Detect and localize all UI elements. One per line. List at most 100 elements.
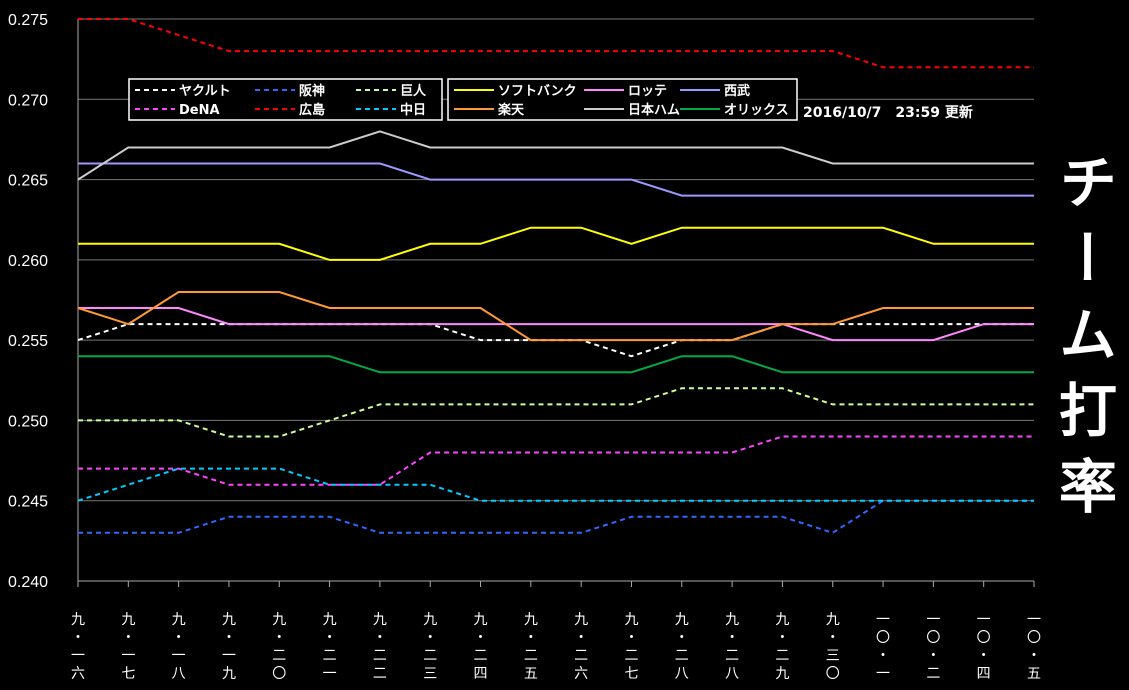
x-tick-char: 二	[775, 648, 789, 664]
x-tick-char: ・	[222, 630, 236, 646]
x-tick-char: ・	[524, 630, 538, 646]
x-tick-char: 一	[876, 612, 890, 628]
x-tick-char: 九	[474, 612, 488, 628]
x-tick-label: 九・二八	[725, 612, 739, 682]
x-tick-char: 五	[1027, 666, 1041, 682]
x-tick-char: 二	[926, 666, 940, 682]
legend-box-pacific	[447, 78, 798, 121]
x-tick-char: 五	[524, 666, 538, 682]
x-tick-char: 九	[725, 612, 739, 628]
x-tick-char: ・	[624, 630, 638, 646]
x-tick-char: 〇	[926, 630, 940, 646]
x-tick-char: ・	[574, 630, 588, 646]
x-tick-char: 一	[977, 612, 991, 628]
x-tick-label: 九・二三	[423, 612, 437, 682]
x-tick-char: 九	[775, 666, 789, 682]
x-tick-char: 〇	[876, 630, 890, 646]
series-line	[78, 387, 1034, 438]
x-tick-label: 一〇・四	[977, 612, 991, 682]
x-tick-char: 一	[926, 612, 940, 628]
x-tick-char: 八	[725, 666, 739, 682]
x-tick-char: ・	[474, 630, 488, 646]
x-tick-char: 三	[423, 666, 437, 682]
x-tick-char: ・	[1027, 648, 1041, 664]
x-tick-char: 九	[373, 612, 387, 628]
x-tick-label: 九・二二	[373, 612, 387, 682]
y-tick-label: 0.255	[8, 333, 48, 350]
x-tick-char: 九	[624, 612, 638, 628]
legend-label: 中日	[400, 102, 426, 118]
x-tick-char: 一	[876, 666, 890, 682]
chart-title: チーム打率	[1049, 152, 1117, 532]
x-tick-label: 九・三〇	[826, 612, 840, 682]
x-tick-char: 八	[675, 666, 689, 682]
legend-label: 巨人	[400, 83, 427, 99]
x-tick-char: 六	[71, 666, 85, 682]
x-tick-char: 二	[524, 648, 538, 664]
x-tick-label: 一〇・二	[926, 612, 940, 682]
series-line	[78, 18, 1034, 69]
x-tick-char: ・	[977, 648, 991, 664]
x-tick-char: 二	[624, 648, 638, 664]
x-tick-char: 四	[474, 666, 488, 682]
x-tick-char: 一	[222, 648, 236, 664]
x-tick-char: 〇	[977, 630, 991, 646]
x-tick-char: 九	[121, 612, 135, 628]
updated-timestamp: 2016/10/7 23:59 更新	[803, 104, 973, 121]
x-tick-char: ・	[423, 630, 437, 646]
y-tick-label: 0.245	[8, 494, 48, 511]
x-tick-char: ・	[926, 648, 940, 664]
x-tick-char: 〇	[1027, 630, 1041, 646]
series-line	[78, 435, 1034, 486]
legend-box-central	[128, 78, 443, 121]
legend-label: オリックス	[724, 103, 789, 118]
series-line	[78, 499, 1034, 534]
x-tick-char: 〇	[826, 666, 840, 682]
x-tick-char: 〇	[272, 666, 286, 682]
x-tick-label: 九・二七	[624, 612, 638, 682]
legend-label: DeNA	[179, 103, 220, 118]
x-tick-label: 九・二四	[474, 612, 488, 682]
y-tick-label: 0.260	[8, 253, 48, 270]
x-tick-char: 三	[826, 648, 840, 664]
x-tick-char: 一	[121, 648, 135, 664]
x-tick-char: 一	[323, 666, 337, 682]
x-tick-char: 九	[675, 612, 689, 628]
series-line	[78, 226, 1034, 261]
series-line	[78, 355, 1034, 374]
x-tick-label: 九・二五	[524, 612, 538, 682]
series-line	[78, 162, 1034, 197]
x-tick-char: ・	[876, 648, 890, 664]
x-tick-label: 九・二九	[775, 612, 789, 682]
x-tick-label: 九・一七	[121, 612, 135, 682]
x-tick-label: 一〇・一	[876, 612, 890, 682]
x-tick-char: ・	[725, 630, 739, 646]
y-tick-label: 0.275	[8, 12, 48, 29]
y-tick-label: 0.250	[8, 413, 48, 430]
series-line	[77, 467, 1034, 502]
x-tick-char: 七	[121, 666, 135, 682]
x-tick-char: ・	[71, 630, 85, 646]
legend-label: 日本ハム	[628, 102, 680, 118]
y-tick-label: 0.265	[8, 173, 48, 190]
legend-label: 阪神	[299, 83, 325, 99]
x-tick-char: ・	[121, 630, 135, 646]
x-tick-label: 九・一九	[222, 612, 236, 682]
x-tick-char: 四	[977, 666, 991, 682]
x-tick-char: ・	[826, 630, 840, 646]
legend-label: ロッテ	[628, 84, 667, 99]
x-tick-char: 二	[323, 648, 337, 664]
x-tick-char: ・	[323, 630, 337, 646]
x-tick-char: 九	[71, 612, 85, 628]
x-tick-label: 九・二一	[323, 612, 337, 682]
x-tick-label: 九・一六	[71, 612, 85, 682]
legend-label: 広島	[299, 102, 325, 118]
series-lines	[77, 18, 1034, 534]
series-line	[77, 130, 1034, 181]
x-tick-char: 二	[423, 648, 437, 664]
series-line	[77, 291, 1034, 342]
x-tick-label: 九・二八	[675, 612, 689, 682]
x-tick-char: ・	[775, 630, 789, 646]
